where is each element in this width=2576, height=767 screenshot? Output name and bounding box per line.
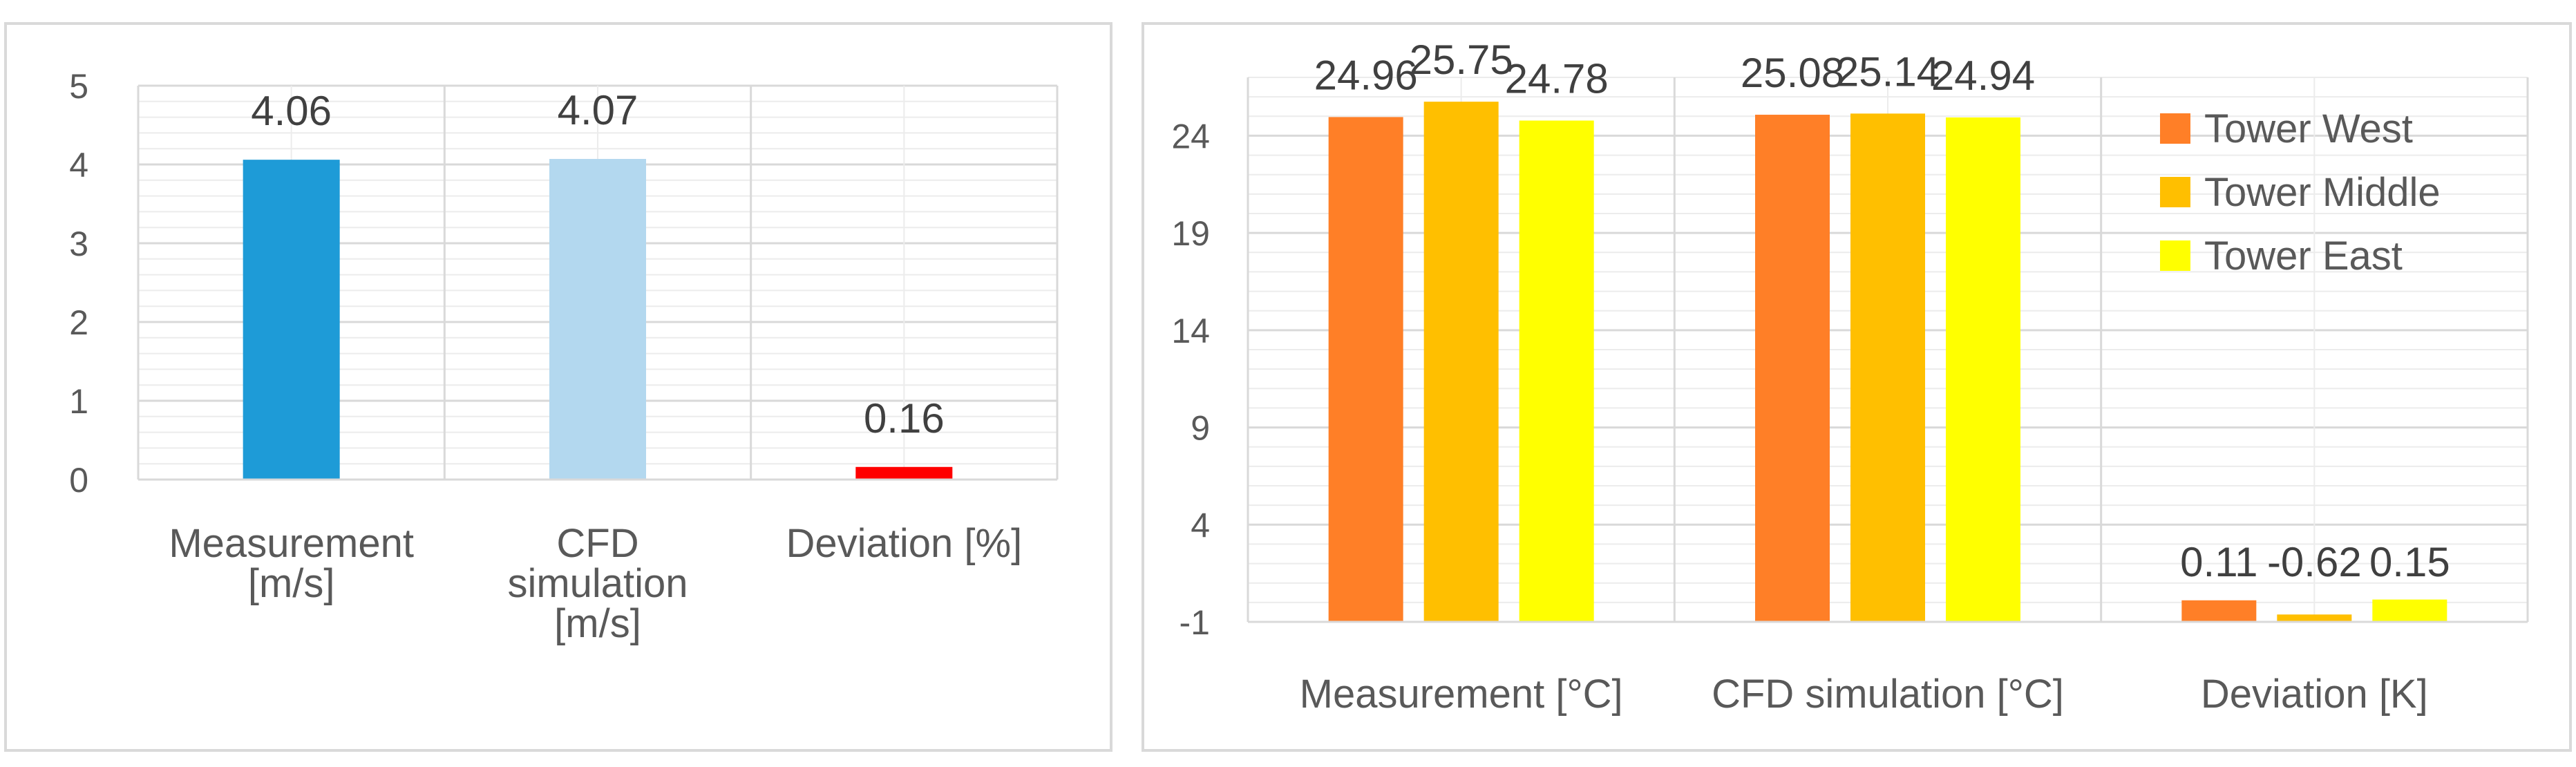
y-tick-label: 9 <box>1191 409 1210 448</box>
y-tick-label: 2 <box>69 303 88 342</box>
category-label: CFD <box>556 521 638 566</box>
bar <box>855 466 953 480</box>
y-tick-label: 0 <box>69 461 88 500</box>
bar <box>1946 117 2020 622</box>
legend-swatch <box>2160 240 2190 271</box>
bar <box>1519 120 1594 622</box>
category-label: Measurement [°C] <box>1300 672 1623 717</box>
data-label: 25.75 <box>1410 37 1513 83</box>
bar <box>1423 102 1499 622</box>
category-label: simulation <box>507 561 688 606</box>
bar <box>2372 599 2447 622</box>
bar <box>243 160 340 480</box>
category-label: Deviation [K] <box>2201 672 2428 717</box>
category-label: [m/s] <box>554 601 641 646</box>
temperature-chart: -1 4 9 14 19 24 24.96 25.08 0.11 25.75 25.14 -0.62 2… <box>1171 37 2529 717</box>
legend-label: Tower Middle <box>2204 170 2441 215</box>
data-label: 25.08 <box>1741 50 1844 96</box>
data-label: 4.07 <box>558 87 638 133</box>
data-label: 0.15 <box>2369 539 2450 585</box>
bar <box>1755 115 1830 622</box>
data-label: -0.62 <box>2267 539 2362 585</box>
y-tick-label: 3 <box>69 225 88 263</box>
data-label: 24.78 <box>1505 55 1609 102</box>
y-tick-label: 24 <box>1171 117 1210 155</box>
data-label: 24.94 <box>1931 53 2035 99</box>
legend-swatch <box>2160 177 2190 207</box>
legend-swatch <box>2160 113 2190 144</box>
category-label: Deviation [%] <box>786 521 1022 566</box>
y-tick-label: 1 <box>69 382 88 421</box>
y-tick-label: 19 <box>1171 214 1210 253</box>
y-tick-label: 5 <box>69 67 88 106</box>
y-tick-label: 4 <box>1191 506 1210 545</box>
data-label: 0.11 <box>2180 539 2257 585</box>
bar <box>1328 117 1403 622</box>
category-label: [m/s] <box>248 561 335 606</box>
temperature-chart-panel: -1 4 9 14 19 24 24.96 25.08 0.11 25.75 25.14 -0.62 2… <box>1142 22 2572 752</box>
velocity-chart-panel: 0 1 2 3 4 5 4.06 4.07 0.16 Measurement [m/s] CFD sim… <box>4 22 1112 752</box>
bar <box>2277 614 2352 622</box>
legend-label: Tower East <box>2204 234 2403 278</box>
y-tick-label: -1 <box>1180 603 1210 642</box>
category-label: Measurement <box>169 521 414 566</box>
legend-label: Tower West <box>2204 106 2413 151</box>
bar <box>549 159 646 480</box>
y-tick-label: 4 <box>69 146 88 184</box>
data-label: 24.96 <box>1314 52 1418 98</box>
data-label: 25.14 <box>1836 48 1940 95</box>
bar <box>2181 600 2257 622</box>
data-label: 4.06 <box>251 88 332 134</box>
bar <box>1850 113 1925 623</box>
data-label: 0.16 <box>864 395 945 442</box>
category-label: CFD simulation [°C] <box>1712 672 2064 717</box>
y-tick-label: 14 <box>1171 312 1210 350</box>
